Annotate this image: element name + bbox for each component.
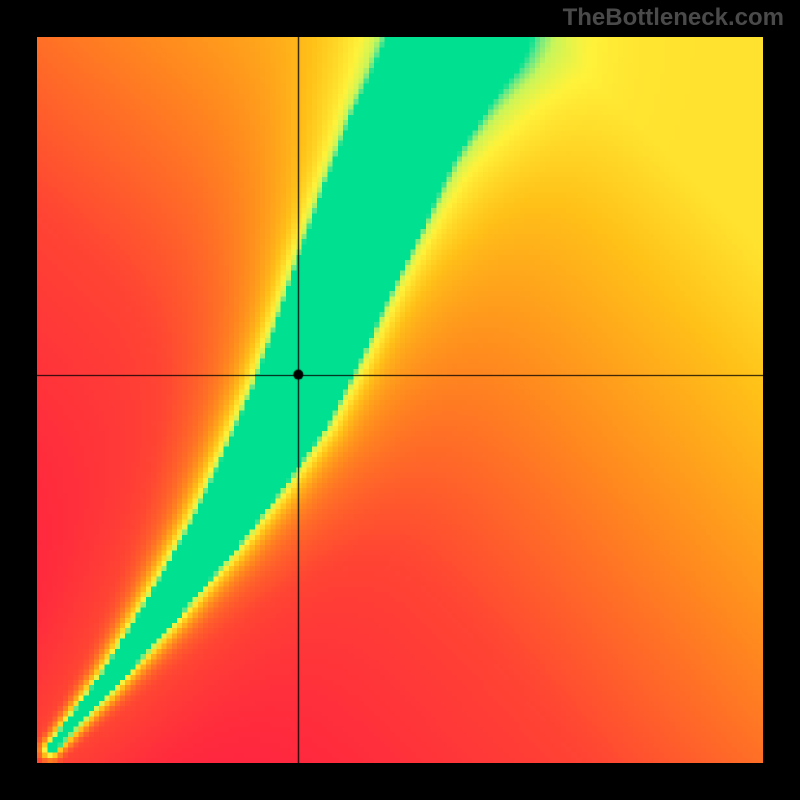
bottleneck-heatmap (37, 37, 763, 763)
chart-container: { "watermark": { "text": "TheBottleneck.… (0, 0, 800, 800)
watermark-text: TheBottleneck.com (563, 4, 784, 32)
